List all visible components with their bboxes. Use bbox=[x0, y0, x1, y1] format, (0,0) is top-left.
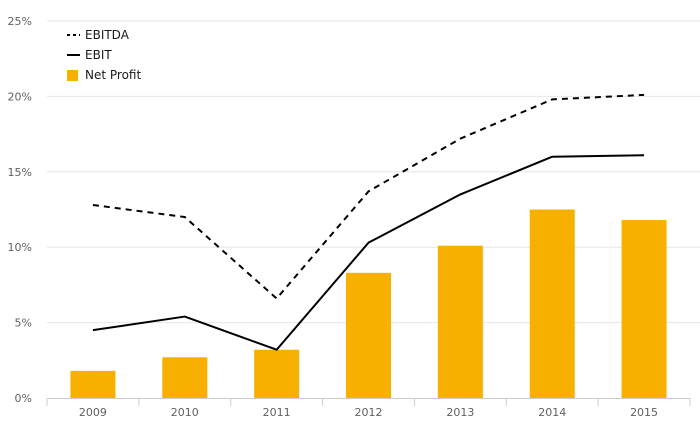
legend-label-ebitda: EBITDA bbox=[85, 28, 130, 42]
ebit-line[interactable] bbox=[92, 154, 645, 351]
legend-item-net-profit[interactable]: Net Profit bbox=[67, 68, 141, 82]
x-tick-label: 2009 bbox=[79, 406, 107, 419]
x-tick-label: 2011 bbox=[263, 406, 291, 419]
y-tick-label: 20% bbox=[8, 90, 32, 103]
net-profit-bar[interactable] bbox=[345, 272, 392, 398]
net-profit-bar[interactable] bbox=[162, 357, 208, 398]
x-tick-label: 2012 bbox=[355, 406, 383, 419]
y-tick-label: 10% bbox=[8, 241, 32, 254]
legend-label-net-profit: Net Profit bbox=[85, 68, 141, 82]
net-profit-bar[interactable] bbox=[70, 370, 116, 398]
legend-swatch-net-profit bbox=[67, 70, 78, 81]
net-profit-bar[interactable] bbox=[621, 220, 667, 398]
x-tick-label: 2014 bbox=[538, 406, 566, 419]
ebitda-line[interactable] bbox=[92, 93, 645, 300]
y-tick-label: 15% bbox=[8, 166, 32, 179]
net-profit-bar[interactable] bbox=[529, 209, 575, 399]
legend-item-ebit[interactable]: EBIT bbox=[67, 48, 112, 62]
x-tick-label: 2013 bbox=[446, 406, 474, 419]
net-profit-bar[interactable] bbox=[437, 245, 483, 398]
net-profit-bar[interactable] bbox=[254, 349, 300, 398]
legend-item-ebitda[interactable]: EBITDA bbox=[67, 28, 130, 42]
axes: 0% 5% 10% 15% 20% 25% 2009 2010 2011 2012 2013 2014… bbox=[8, 15, 691, 419]
y-tick-label: 0% bbox=[15, 392, 32, 405]
y-tick-label: 5% bbox=[15, 317, 32, 330]
legend-label-ebit: EBIT bbox=[85, 48, 112, 62]
line-series bbox=[92, 93, 645, 351]
legend: EBITDA EBIT Net Profit bbox=[67, 28, 141, 82]
y-tick-label: 25% bbox=[8, 15, 32, 28]
net-profit-bars bbox=[70, 209, 667, 399]
x-tick-label: 2010 bbox=[171, 406, 199, 419]
gridlines bbox=[47, 20, 700, 324]
x-tick-label: 2015 bbox=[630, 406, 658, 419]
